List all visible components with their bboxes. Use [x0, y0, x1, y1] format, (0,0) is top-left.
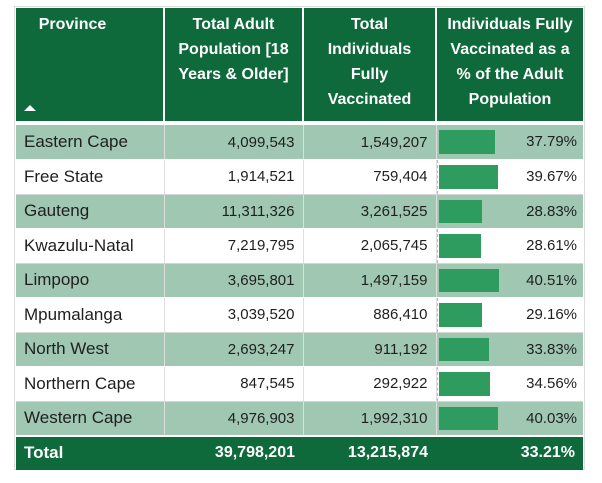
column-header-province-label: Province: [38, 16, 107, 33]
table-frame: [14, 6, 585, 470]
cell-province: Eastern Cape: [16, 125, 165, 160]
sort-ascending-icon[interactable]: [24, 105, 36, 111]
percent-value: 34.56%: [526, 375, 577, 392]
percent-value: 40.03%: [526, 409, 577, 427]
cell-total-adult: 2,693,247: [164, 332, 304, 367]
column-header-percent[interactable]: Individuals Fully Vaccinated as a % of t…: [436, 8, 583, 121]
percent-bar: [438, 268, 499, 292]
cell-total-vaccinated: 292,922: [303, 366, 437, 402]
column-header-percent-label: Individuals Fully Vaccinated as a % of t…: [447, 16, 573, 108]
total-row: Total 39,798,201 13,215,874 33.21%: [16, 434, 583, 470]
cell-province: Gauteng: [16, 194, 165, 229]
cell-total-adult: 11,311,326: [164, 194, 304, 229]
percent-value: 40.51%: [526, 271, 577, 289]
cell-divider: [436, 263, 438, 297]
cell-province: Western Cape: [16, 401, 165, 436]
total-adult: 39,798,201: [164, 434, 303, 470]
cell-percent: 34.56%: [436, 366, 583, 402]
cell-percent: 37.79%: [436, 125, 583, 160]
cell-percent: 28.61%: [436, 228, 583, 264]
cell-divider: [436, 194, 438, 228]
cell-total-adult: 3,039,520: [164, 297, 304, 333]
percent-bar: [438, 303, 482, 327]
cell-total-adult: 7,219,795: [164, 228, 304, 264]
table-row[interactable]: Eastern Cape 4,099,543 1,549,207 37.79%: [16, 125, 583, 160]
column-header-total-adult-label: Total Adult Population [18 Years & Older…: [178, 16, 289, 83]
cell-percent: 40.51%: [436, 263, 583, 298]
percent-bar: [438, 337, 489, 361]
table-row[interactable]: Mpumalanga 3,039,520 886,410 29.16%: [16, 297, 583, 333]
cell-total-adult: 847,545: [164, 366, 304, 402]
percent-bar: [438, 130, 495, 154]
column-header-total-vaccinated[interactable]: Total Individuals Fully Vaccinated: [303, 8, 437, 121]
table-row[interactable]: Free State 1,914,521 759,404 39.67%: [16, 159, 583, 195]
percent-value: 29.16%: [526, 306, 577, 323]
percent-bar: [438, 234, 481, 258]
percent-bar: [438, 406, 498, 430]
cell-total-adult: 4,099,543: [164, 125, 304, 160]
cell-percent: 40.03%: [436, 401, 583, 436]
cell-total-vaccinated: 759,404: [303, 159, 437, 195]
cell-province: Kwazulu-Natal: [16, 228, 165, 264]
cell-province: Limpopo: [16, 263, 165, 298]
cell-divider: [436, 332, 438, 366]
table-row[interactable]: Northern Cape 847,545 292,922 34.56%: [16, 366, 583, 402]
cell-total-vaccinated: 2,065,745: [303, 228, 437, 264]
cell-total-vaccinated: 1,497,159: [303, 263, 437, 298]
cell-divider: [436, 367, 438, 401]
table-row[interactable]: Limpopo 3,695,801 1,497,159 40.51%: [16, 263, 583, 298]
column-header-province[interactable]: Province: [16, 8, 165, 121]
table-row[interactable]: Western Cape 4,976,903 1,992,310 40.03%: [16, 401, 583, 436]
cell-total-adult: 1,914,521: [164, 159, 304, 195]
cell-percent: 39.67%: [436, 159, 583, 195]
cell-percent: 33.83%: [436, 332, 583, 367]
table-row[interactable]: North West 2,693,247 911,192 33.83%: [16, 332, 583, 367]
cell-percent: 28.83%: [436, 194, 583, 229]
cell-percent: 29.16%: [436, 297, 583, 333]
cell-total-vaccinated: 911,192: [303, 332, 437, 367]
percent-value: 28.61%: [526, 237, 577, 254]
total-vaccinated: 13,215,874: [303, 434, 436, 470]
cell-total-vaccinated: 3,261,525: [303, 194, 437, 229]
cell-divider: [436, 160, 438, 194]
percent-value: 28.83%: [526, 202, 577, 220]
cell-province: Mpumalanga: [16, 297, 165, 333]
total-percent: 33.21%: [436, 434, 583, 470]
cell-divider: [436, 125, 438, 159]
column-header-total-vaccinated-label: Total Individuals Fully Vaccinated: [327, 16, 412, 108]
cell-total-adult: 4,976,903: [164, 401, 304, 436]
cell-total-vaccinated: 886,410: [303, 297, 437, 333]
cell-total-vaccinated: 1,992,310: [303, 401, 437, 436]
table-row[interactable]: Kwazulu-Natal 7,219,795 2,065,745 28.61%: [16, 228, 583, 264]
column-header-total-adult[interactable]: Total Adult Population [18 Years & Older…: [164, 8, 304, 121]
percent-bar: [438, 199, 482, 223]
cell-province: Northern Cape: [16, 366, 165, 402]
percent-bar: [438, 165, 498, 189]
cell-divider: [436, 229, 438, 263]
percent-value: 39.67%: [526, 168, 577, 185]
total-label: Total: [16, 434, 164, 470]
cell-total-vaccinated: 1,549,207: [303, 125, 437, 160]
cell-divider: [436, 298, 438, 332]
percent-value: 33.83%: [526, 340, 577, 358]
percent-bar: [438, 372, 490, 396]
cell-province: Free State: [16, 159, 165, 195]
table-row[interactable]: Gauteng 11,311,326 3,261,525 28.83%: [16, 194, 583, 229]
header-row: Province Total Adult Population [18 Year…: [16, 8, 583, 121]
cell-total-adult: 3,695,801: [164, 263, 304, 298]
percent-value: 37.79%: [526, 133, 577, 150]
header-spacer: [16, 121, 583, 125]
cell-divider: [436, 401, 438, 435]
vaccination-table: Province Total Adult Population [18 Year…: [16, 8, 583, 470]
cell-province: North West: [16, 332, 165, 367]
